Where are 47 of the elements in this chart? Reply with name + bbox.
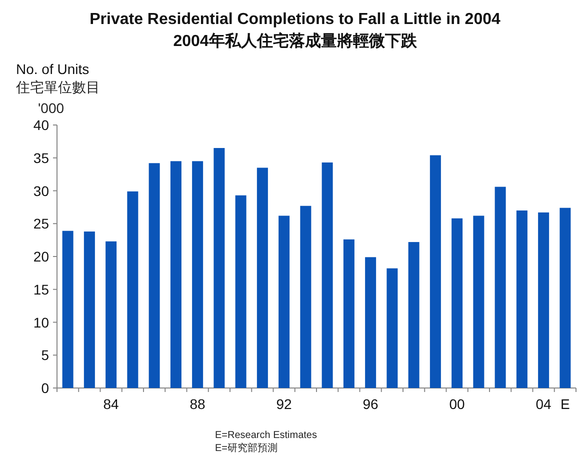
y-tick-label: 40 [33, 117, 50, 133]
x-tick-label: 88 [190, 396, 206, 412]
bar [365, 257, 376, 388]
y-tick-label: 30 [33, 182, 50, 199]
bar [84, 232, 95, 388]
bar [256, 168, 268, 388]
y-tick-label: 25 [33, 216, 50, 232]
y-axis-title: No. of Units [16, 61, 90, 77]
bar [62, 230, 74, 388]
bar [538, 212, 550, 388]
y-tick-label: 10 [33, 314, 50, 330]
x-tick-label: 04 [536, 396, 552, 412]
y-tick-label: 0 [41, 380, 50, 396]
bar [408, 242, 420, 388]
x-tick-label: E [560, 396, 570, 412]
bar [343, 239, 354, 388]
bar [127, 191, 138, 388]
text: '000 [38, 100, 64, 116]
y-tick-label: 15 [33, 281, 50, 298]
text: E=Research Estimates [215, 430, 317, 441]
chart-title: Private Residential Completions to Fall a Little in 2004 [90, 11, 500, 28]
bar [386, 268, 398, 388]
x-tick-label: 00 [449, 396, 466, 412]
x-tick-label: 92 [276, 396, 292, 412]
bar [516, 210, 528, 388]
y-tick-label: 20 [33, 248, 50, 264]
bar [235, 195, 246, 388]
bar [452, 218, 463, 388]
bar [494, 186, 506, 388]
text: 住宅單位數目 [15, 79, 100, 95]
x-tick-label: 96 [362, 396, 379, 412]
y-tick-label: 5 [41, 347, 50, 364]
bar [106, 241, 117, 388]
bar [192, 161, 204, 388]
bar [430, 155, 441, 388]
bar [322, 162, 333, 388]
chart-subtitle: 2004年私人住宅落成量將輕微下跌 [173, 31, 418, 50]
bar [278, 216, 290, 388]
bar [214, 148, 225, 388]
text: E=研究部預測 [215, 442, 278, 454]
bar [148, 163, 160, 388]
bar [560, 208, 571, 388]
x-tick-label: 84 [103, 396, 120, 412]
y-tick-label: 35 [33, 150, 50, 166]
bar [170, 161, 182, 388]
bar [300, 206, 312, 388]
bar [473, 216, 484, 388]
